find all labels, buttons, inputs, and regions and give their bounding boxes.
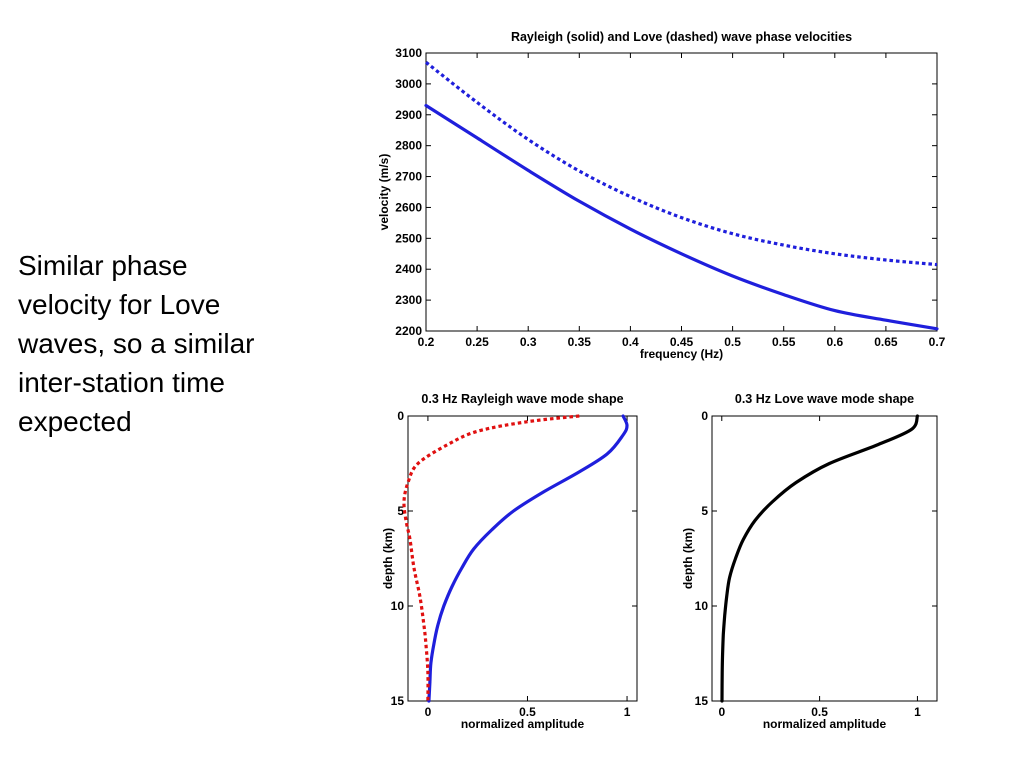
x-tick-label: 0.25	[465, 335, 489, 349]
series-line-dotted	[402, 414, 580, 702]
y-tick-label: 2200	[395, 324, 422, 338]
slide-text: Similar phase velocity for Love waves, s…	[18, 246, 338, 441]
chart-1: Rayleigh (solid) and Love (dashed) wave …	[377, 30, 946, 361]
x-tick-label: 0.3	[520, 335, 537, 349]
y-axis-label: depth (km)	[381, 528, 395, 589]
slide-text-line: inter-station time	[18, 367, 225, 398]
x-tick-label: 0.5	[811, 705, 828, 719]
y-tick-label: 10	[391, 599, 405, 613]
x-tick-label: 0.55	[772, 335, 796, 349]
series-line-solid	[720, 414, 919, 703]
slide-text-line: Similar phase	[18, 250, 188, 281]
y-tick-label: 5	[701, 504, 708, 518]
x-tick-label: 0.45	[670, 335, 694, 349]
y-tick-label: 2900	[395, 108, 422, 122]
plot-frame	[407, 415, 638, 702]
x-tick-label: 0.65	[874, 335, 898, 349]
plot-frame	[425, 52, 938, 332]
x-tick-label: 0.4	[622, 335, 639, 349]
x-tick-label: 1	[624, 705, 631, 719]
x-axis-label: normalized amplitude	[763, 717, 887, 731]
x-axis-label: frequency (Hz)	[640, 347, 723, 361]
x-tick-label: 0.2	[418, 335, 435, 349]
y-tick-label: 5	[397, 504, 404, 518]
x-tick-label: 0	[425, 705, 432, 719]
x-tick-label: 0.5	[724, 335, 741, 349]
y-tick-label: 10	[695, 599, 709, 613]
series-line-dotted	[425, 61, 938, 267]
y-axis-label: depth (km)	[681, 528, 695, 589]
y-tick-label: 2400	[395, 262, 422, 276]
series-line-solid	[427, 414, 629, 703]
chart-title: 0.3 Hz Rayleigh wave mode shape	[421, 392, 623, 406]
x-tick-label: 0.35	[568, 335, 592, 349]
y-axis-label: velocity (m/s)	[377, 154, 391, 231]
y-tick-label: 3000	[395, 77, 422, 91]
y-tick-label: 0	[397, 409, 404, 423]
slide-text-line: velocity for Love	[18, 289, 221, 320]
y-tick-label: 2600	[395, 200, 422, 214]
x-tick-label: 0.6	[826, 335, 843, 349]
x-tick-label: 0.7	[929, 335, 946, 349]
x-tick-label: 0	[718, 705, 725, 719]
y-tick-label: 2500	[395, 231, 422, 245]
y-tick-label: 15	[391, 694, 405, 708]
slide-text-line: expected	[18, 406, 132, 437]
series-line-solid	[424, 103, 939, 331]
y-tick-label: 2800	[395, 139, 422, 153]
y-tick-label: 0	[701, 409, 708, 423]
y-tick-label: 3100	[395, 46, 422, 60]
x-axis-label: normalized amplitude	[461, 717, 585, 731]
plot-frame	[711, 415, 938, 702]
x-tick-label: 0.5	[519, 705, 536, 719]
y-tick-label: 2700	[395, 170, 422, 184]
y-tick-label: 2300	[395, 293, 422, 307]
chart-title: 0.3 Hz Love wave mode shape	[735, 392, 914, 406]
y-tick-label: 15	[695, 694, 709, 708]
slide-text-line: waves, so a similar	[18, 328, 255, 359]
x-tick-label: 1	[914, 705, 921, 719]
chart-title: Rayleigh (solid) and Love (dashed) wave …	[511, 30, 852, 44]
